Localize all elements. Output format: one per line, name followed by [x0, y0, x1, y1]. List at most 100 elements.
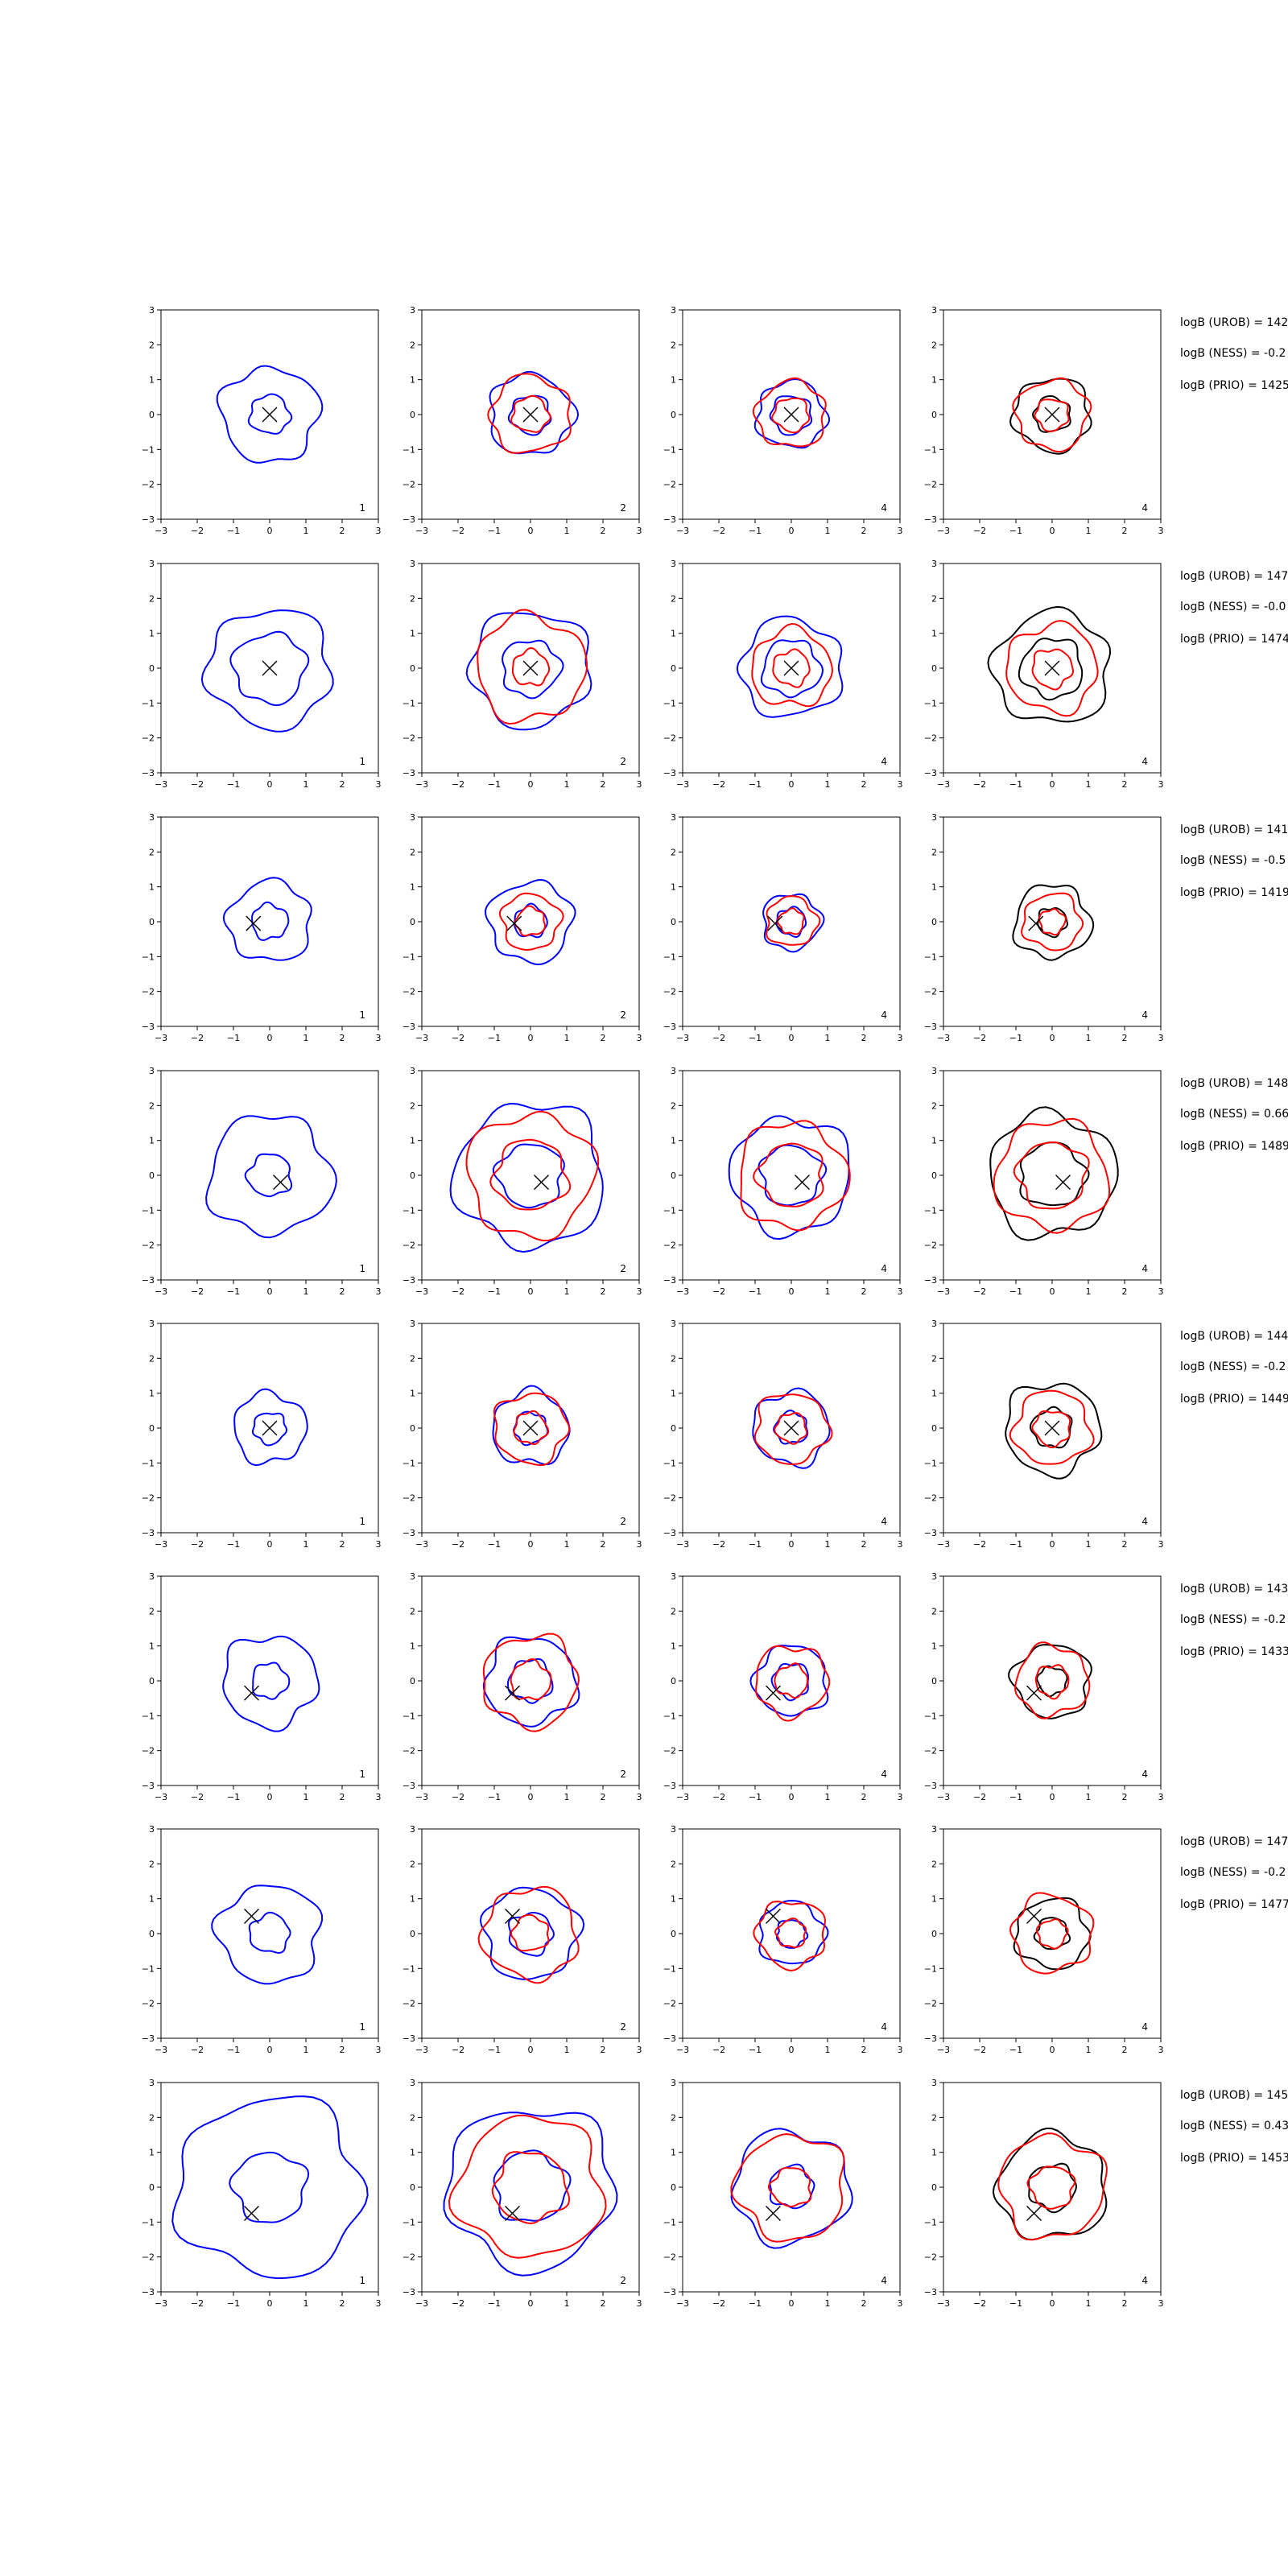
prio-outer-contour [1012, 884, 1095, 961]
y-tick-label: 0 [410, 1423, 415, 1434]
axes-frame [160, 2082, 379, 2293]
x-tick-label: −3 [415, 2045, 428, 2055]
x-tick-label: −2 [191, 1033, 204, 1043]
y-tick-label: 1 [410, 1641, 415, 1652]
y-tick-label: −1 [402, 952, 415, 962]
x-tick-label: −1 [488, 779, 501, 790]
y-tick-label: 1 [931, 1641, 937, 1652]
x-tick-label: 0 [267, 2298, 273, 2309]
true-value-marker [273, 1174, 288, 1191]
x-tick-label: 0 [789, 1539, 795, 1550]
y-tick-label: 2 [671, 1606, 676, 1616]
urob-outer-contour [222, 1635, 320, 1732]
x-tick-label: 1 [564, 526, 570, 536]
y-tick-label: 3 [931, 1571, 937, 1582]
y-tick-label: −1 [402, 698, 415, 708]
ness-outer-contour [477, 1885, 580, 1984]
panel-number-label: 4 [881, 2275, 887, 2286]
y-tick-label: 0 [410, 1170, 415, 1181]
y-tick-label: 3 [931, 1319, 937, 1329]
x-tick-label: 3 [376, 2045, 382, 2055]
true-value-marker [244, 2206, 259, 2221]
urob-inner-contour [252, 1412, 288, 1447]
y-tick-label: −3 [924, 1275, 937, 1286]
true-value-marker [246, 915, 262, 931]
ness-outer-contour [753, 1901, 827, 1971]
y-tick-label: −3 [142, 2287, 155, 2297]
y-tick-label: −1 [663, 444, 676, 455]
x-tick-label: −2 [452, 526, 464, 536]
x-tick-label: 2 [601, 2045, 606, 2055]
x-tick-label: −1 [1009, 779, 1022, 790]
y-tick-label: −3 [402, 768, 415, 778]
x-tick-label: 3 [1158, 1033, 1164, 1043]
y-tick-label: 3 [410, 2078, 415, 2088]
y-tick-label: −1 [402, 2217, 415, 2227]
y-tick-label: 2 [671, 2112, 676, 2123]
x-tick-label: 2 [340, 526, 345, 536]
x-tick-label: −2 [973, 2045, 986, 2055]
panel-r8-c1: −3−3 −2 −2 −1 −1 0 0 1 1 2 2 3 3 1 [142, 2078, 382, 2309]
ness-inner-contour [510, 1913, 550, 1952]
x-tick-label: 3 [637, 2045, 642, 2055]
axes-frame [682, 1575, 901, 1786]
x-tick-label: −2 [452, 2298, 464, 2309]
y-tick-label: −1 [402, 444, 415, 455]
y-tick-label: −1 [663, 952, 676, 962]
panel-number-label: 2 [620, 1263, 626, 1274]
y-tick-label: 3 [671, 1066, 676, 1076]
urob-outer-contour [211, 1885, 324, 1985]
y-tick-label: −2 [142, 1746, 155, 1757]
true-value-marker [244, 1685, 259, 1701]
y-tick-label: −3 [924, 514, 937, 525]
x-tick-label: 3 [1158, 1286, 1164, 1297]
bayes-factor-annotation: logB (NESS) = 0.66 [1180, 1108, 1288, 1121]
y-tick-label: −3 [402, 1781, 415, 1791]
y-tick-label: 3 [410, 1571, 415, 1582]
y-tick-label: −2 [142, 733, 155, 744]
x-tick-label: 1 [1086, 526, 1092, 536]
x-tick-label: −2 [973, 1539, 986, 1550]
x-tick-label: 0 [1050, 1792, 1055, 1802]
true-value-marker [1026, 1685, 1042, 1701]
panel-r1-c4: −3−3 −2 −2 −1 −1 0 0 1 1 2 2 3 3 4 [924, 305, 1164, 536]
axes-frame [421, 1828, 640, 2039]
urob-outer-contour [222, 877, 312, 961]
true-value-marker [1028, 915, 1044, 931]
x-tick-label: 3 [376, 526, 382, 536]
x-tick-label: −2 [712, 1033, 725, 1043]
urob-outer-contour [492, 1385, 571, 1466]
panel-r4-c2: −3−3 −2 −2 −1 −1 0 0 1 1 2 2 3 3 2 [402, 1066, 642, 1297]
y-tick-label: −2 [663, 1493, 676, 1504]
bayes-factor-annotation: logB (PRIO) = 1433 [1180, 1645, 1288, 1658]
y-tick-label: −1 [142, 1205, 155, 1216]
y-tick-label: −3 [142, 1781, 155, 1791]
y-tick-label: 3 [410, 1824, 415, 1835]
x-tick-label: −1 [488, 526, 501, 536]
ness-inner-contour [753, 1142, 824, 1208]
ness-inner-contour [1035, 1918, 1069, 1950]
bayes-factor-annotation: logB (UROB) = 148 [1180, 1077, 1288, 1090]
y-tick-label: −3 [663, 768, 676, 778]
panel-number-label: 1 [359, 2021, 365, 2033]
x-tick-label: −3 [155, 2298, 167, 2309]
true-value-marker [522, 407, 539, 423]
x-tick-label: 2 [601, 1033, 606, 1043]
ness-inner-contour [1031, 648, 1075, 691]
x-tick-label: −3 [155, 2045, 167, 2055]
true-value-marker [783, 660, 799, 676]
y-tick-label: 0 [671, 2182, 676, 2193]
urob-outer-contour [728, 1115, 850, 1241]
panel-r7-c3: −3−3 −2 −2 −1 −1 0 0 1 1 2 2 3 3 4 [663, 1824, 903, 2055]
y-tick-label: −2 [663, 2252, 676, 2263]
true-value-marker [1044, 660, 1060, 676]
y-tick-label: 2 [671, 847, 676, 857]
urob-inner-contour [769, 2163, 815, 2210]
x-tick-label: −1 [227, 1286, 240, 1297]
y-tick-label: −2 [924, 987, 937, 997]
panel-r5-c1: −3−3 −2 −2 −1 −1 0 0 1 1 2 2 3 3 1 [142, 1319, 382, 1550]
panel-r7-c2: −3−3 −2 −2 −1 −1 0 0 1 1 2 2 3 3 2 [402, 1824, 642, 2055]
ness-outer-contour [1005, 620, 1099, 717]
panel-number-label: 4 [881, 1516, 887, 1527]
